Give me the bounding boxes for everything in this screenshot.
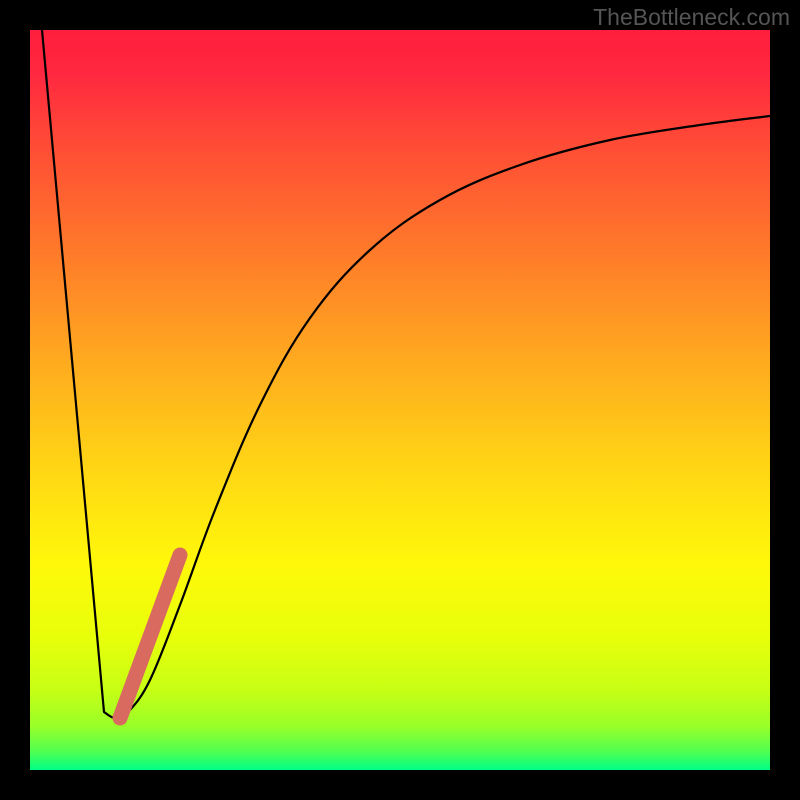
plot-area <box>30 30 770 770</box>
watermark-text: TheBottleneck.com <box>593 4 790 31</box>
chart-svg <box>30 30 770 770</box>
accent-segment <box>120 555 180 718</box>
